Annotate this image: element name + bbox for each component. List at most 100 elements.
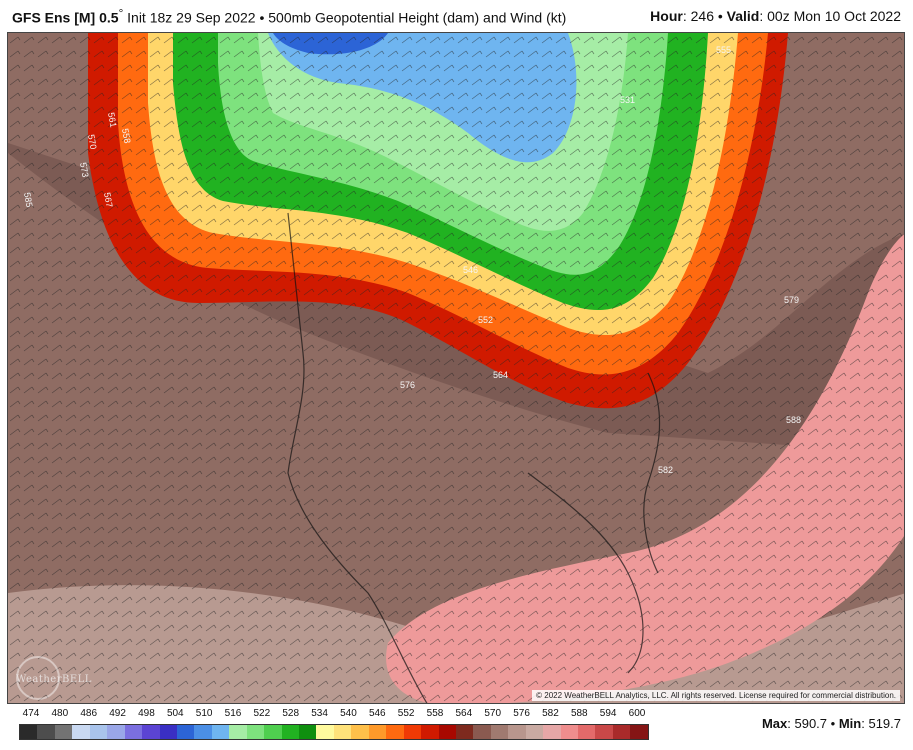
contour-label: 561 (106, 112, 118, 129)
header-left: GFS Ens [M] 0.5° Init 18z 29 Sep 2022 • … (12, 7, 566, 26)
valid-value: : 00z Mon 10 Oct 2022 (759, 8, 901, 24)
legend-tick-label: 540 (340, 708, 357, 719)
contour-label: 558 (120, 128, 132, 145)
model-name: GFS Ens [M] 0.5 (12, 9, 119, 26)
min-label: Min (838, 716, 862, 731)
legend-swatch (455, 725, 474, 739)
hour-label: Hour (650, 8, 683, 24)
legend-swatch (386, 725, 404, 739)
contour-label: 555 (716, 45, 731, 55)
legend-swatch (89, 725, 108, 739)
legend-swatch (403, 725, 422, 739)
legend-tick-label: 486 (80, 708, 98, 719)
legend-tick-label: 474 (22, 708, 40, 719)
max-label: Max (761, 716, 788, 731)
legend-swatch (37, 725, 55, 739)
legend-swatch (142, 725, 160, 739)
header-separator: • (259, 9, 265, 26)
contour-label: 585 (22, 192, 34, 209)
legend-tick-label: 528 (282, 708, 300, 719)
legend-swatch (630, 725, 648, 739)
wind-barbs (8, 33, 904, 703)
legend-swatch (560, 725, 578, 739)
legend-swatch (281, 725, 299, 739)
legend-tick-label: 552 (397, 708, 415, 719)
legend-swatch (211, 725, 230, 739)
legend-swatch (264, 725, 282, 739)
contour-label: 570 (86, 134, 98, 151)
legend-tick-label: 510 (195, 708, 213, 719)
legend-tick-label: 546 (368, 708, 386, 719)
color-legend: 474 480 486 492 498 504 510 516 522 528 534 540 546 5… (19, 708, 649, 742)
legend-tick-label: 588 (570, 708, 588, 719)
legend-swatch (299, 725, 317, 739)
legend-tick-labels: 474 480 486 492 498 504 510 516 522 528 534 540 546 5… (19, 708, 649, 722)
contour-label: 576 (400, 380, 415, 390)
legend-tick-label: 570 (484, 708, 502, 719)
contour-label: 546 (463, 265, 478, 275)
legend-swatch (124, 725, 143, 739)
contour-label: 582 (658, 465, 673, 475)
legend-swatch (351, 725, 369, 739)
field-stats: Max: 590.7 • Min: 519.7 (762, 716, 901, 731)
legend-color-bar (19, 724, 649, 740)
legend-tick-label: 600 (628, 708, 646, 719)
contour-label: 567 (102, 192, 114, 209)
legend-tick-label: 564 (455, 708, 473, 719)
legend-tick-label: 522 (253, 708, 271, 719)
legend-tick-label: 576 (513, 708, 530, 719)
legend-tick-label: 480 (51, 708, 69, 719)
stats-separator: • (830, 716, 836, 731)
contour-labels: 561 558 570 573 567 585 546 552 564 576 … (22, 45, 801, 475)
logo-ring-icon (16, 656, 60, 700)
legend-tick-label: 516 (224, 708, 242, 719)
legend-swatch (543, 725, 561, 739)
legend-swatch (421, 725, 439, 739)
contour-label: 579 (784, 295, 799, 305)
legend-tick-label: 558 (426, 708, 444, 719)
legend-swatch (54, 725, 73, 739)
legend-swatch (490, 725, 509, 739)
legend-swatch (525, 725, 544, 739)
legend-swatch (159, 725, 177, 739)
legend-swatch (20, 725, 38, 739)
legend-swatch (368, 725, 387, 739)
contour-label: 531 (620, 95, 635, 105)
legend-swatch (578, 725, 596, 739)
min-value: : 519.7 (861, 716, 901, 731)
contour-label: 573 (78, 162, 90, 179)
legend-tick-label: 504 (166, 708, 184, 719)
hour-value: : 246 (682, 8, 714, 24)
max-value: : 590.7 (787, 716, 828, 731)
map-header: GFS Ens [M] 0.5° Init 18z 29 Sep 2022 • … (0, 0, 913, 32)
weatherbell-logo: WeatherBELL (16, 656, 92, 700)
legend-swatch (316, 725, 334, 739)
legend-swatch (246, 725, 265, 739)
weather-map: 561 558 570 573 567 585 546 552 564 576 … (7, 32, 905, 704)
legend-swatch (176, 725, 195, 739)
header-separator-2: • (717, 8, 723, 24)
valid-label: Valid (726, 8, 760, 24)
legend-swatch (333, 725, 352, 739)
legend-tick-label: 534 (311, 708, 328, 719)
copyright-notice: © 2022 WeatherBELL Analytics, LLC. All r… (532, 690, 900, 701)
legend-swatch (595, 725, 613, 739)
legend-tick-label: 594 (599, 708, 617, 719)
legend-swatch (612, 725, 631, 739)
legend-swatch (508, 725, 526, 739)
legend-swatch (229, 725, 247, 739)
field-description: 500mb Geopotential Height (dam) and Wind… (268, 9, 567, 26)
legend-swatch (72, 725, 90, 739)
legend-swatch (438, 725, 456, 739)
contour-label: 588 (786, 415, 801, 425)
legend-swatch (194, 725, 212, 739)
degree-mark: ° (118, 6, 124, 20)
legend-tick-label: 582 (542, 708, 559, 719)
contour-label: 552 (478, 315, 493, 325)
height-field-map: 561 558 570 573 567 585 546 552 564 576 … (8, 33, 904, 703)
legend-tick-label: 492 (109, 708, 126, 719)
legend-tick-label: 498 (138, 708, 155, 719)
contour-label: 564 (493, 370, 508, 380)
init-time: Init 18z 29 Sep 2022 (127, 9, 256, 26)
legend-swatch (473, 725, 491, 739)
